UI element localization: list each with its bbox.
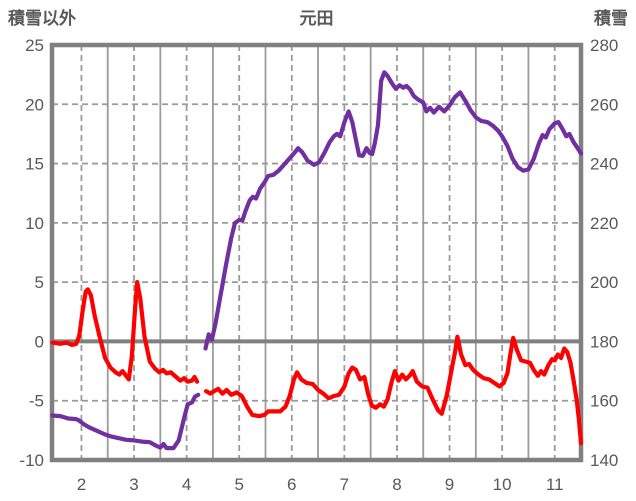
left-tick-label: 0 xyxy=(35,332,44,351)
x-tick-label: 11 xyxy=(546,475,564,494)
left-tick-label: -5 xyxy=(29,392,44,411)
x-tick-label: 4 xyxy=(182,475,191,494)
x-tick-label: 9 xyxy=(445,475,454,494)
right-tick-label: 140 xyxy=(590,451,618,470)
left-tick-label: 10 xyxy=(25,214,44,233)
right-tick-label: 280 xyxy=(590,36,618,55)
x-tick-label: 7 xyxy=(340,475,349,494)
right-tick-label: 180 xyxy=(590,332,618,351)
chart-title: 元田 xyxy=(299,9,334,28)
right-tick-label: 200 xyxy=(590,273,618,292)
x-tick-label: 5 xyxy=(234,475,243,494)
left-axis-title: 積雪以外 xyxy=(8,9,76,28)
x-tick-label: 2 xyxy=(77,475,86,494)
right-tick-label: 160 xyxy=(590,392,618,411)
right-tick-label: 240 xyxy=(590,155,618,174)
right-axis-title: 積雪 xyxy=(594,9,628,28)
left-tick-label: 15 xyxy=(25,155,44,174)
left-tick-label: 20 xyxy=(25,95,44,114)
x-tick-label: 8 xyxy=(392,475,401,494)
x-tick-label: 3 xyxy=(129,475,138,494)
left-tick-label: -10 xyxy=(19,451,44,470)
left-tick-label: 5 xyxy=(35,273,44,292)
x-tick-label: 6 xyxy=(287,475,296,494)
right-tick-label: 220 xyxy=(590,214,618,233)
right-tick-label: 260 xyxy=(590,95,618,114)
series-non-snow xyxy=(50,280,584,446)
x-tick-label: 10 xyxy=(493,475,512,494)
series-snow xyxy=(50,70,584,451)
left-tick-label: 25 xyxy=(25,36,44,55)
